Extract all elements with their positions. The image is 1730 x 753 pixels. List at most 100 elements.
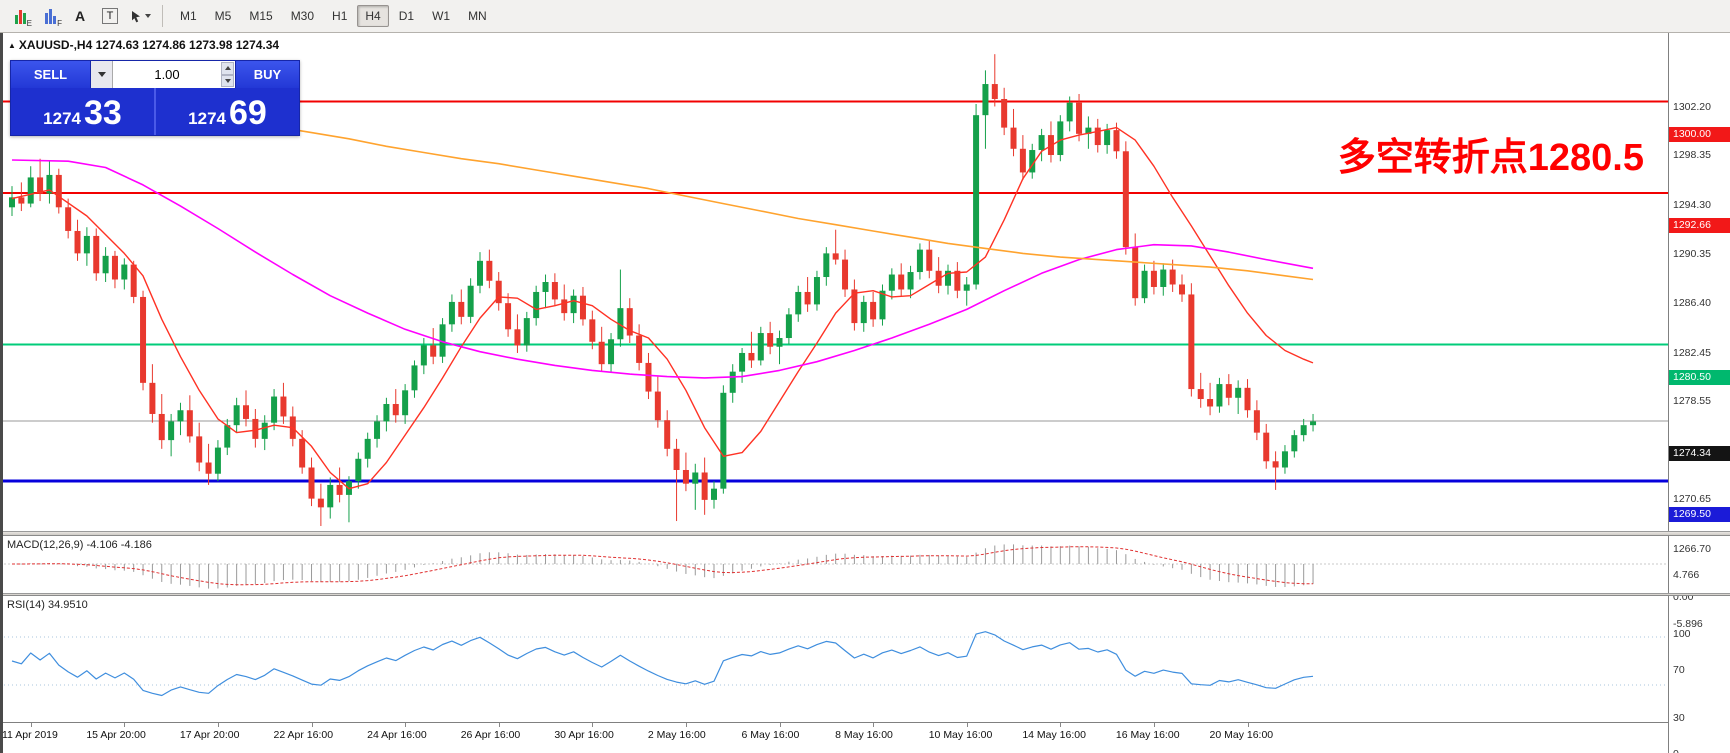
time-label: 30 Apr 16:00 bbox=[554, 729, 614, 741]
axis-tick-label: 1298.35 bbox=[1673, 148, 1711, 161]
time-label: 11 Apr 2019 bbox=[2, 729, 58, 741]
axis-tick-label: 1286.40 bbox=[1673, 297, 1711, 310]
price-level-badge: 1292.66 bbox=[1669, 218, 1730, 234]
axis-tick-label: 30 bbox=[1673, 711, 1685, 724]
time-label: 17 Apr 20:00 bbox=[179, 729, 240, 741]
time-label: 10 May 16:00 bbox=[928, 729, 993, 741]
timeframe-h4-button[interactable]: H4 bbox=[357, 5, 389, 27]
time-tick bbox=[405, 723, 407, 727]
candles-glyph bbox=[14, 9, 26, 24]
timeframe-h1-button[interactable]: H1 bbox=[332, 9, 348, 23]
time-tick bbox=[498, 723, 500, 727]
text-tool-icon[interactable]: A bbox=[74, 8, 86, 24]
symbol-ohlc-text: XAUUSD-,H4 1274.63 1274.86 1273.98 1274.… bbox=[18, 38, 280, 52]
sell-price-main: 1274 bbox=[43, 109, 81, 128]
time-tick bbox=[966, 723, 968, 727]
volume-increase-button[interactable] bbox=[221, 62, 234, 75]
buy-price-pips: 69 bbox=[229, 94, 267, 132]
time-tick bbox=[1247, 723, 1249, 727]
price-axis[interactable]: 1302.20 1298.35 1294.30 1290.35 1286.40 1282.… bbox=[1668, 33, 1730, 753]
sell-price[interactable]: 1274 33 bbox=[11, 88, 154, 135]
timeframe-m5-button[interactable]: M5 bbox=[214, 9, 232, 23]
timeframe-d1-button[interactable]: D1 bbox=[398, 9, 415, 23]
time-label: 26 Apr 16:00 bbox=[460, 729, 521, 741]
one-click-trading-panel: SELL BUY 1274 33 1274 69 bbox=[10, 60, 300, 136]
volume-decrease-button[interactable] bbox=[221, 74, 234, 87]
time-label: 15 Apr 20:00 bbox=[86, 729, 146, 741]
cursor-tool-icon[interactable] bbox=[126, 3, 154, 29]
time-tick bbox=[1060, 723, 1062, 727]
axis-tick-label: 100 bbox=[1673, 627, 1691, 640]
volume-input[interactable] bbox=[113, 61, 235, 88]
axis-tick-label: 1270.65 bbox=[1673, 493, 1711, 506]
bars-glyph bbox=[44, 8, 56, 24]
symbol-marker-icon: ▲ bbox=[8, 41, 16, 51]
timeframe-mn-button[interactable]: MN bbox=[468, 9, 487, 23]
time-tick bbox=[779, 723, 781, 727]
time-tick bbox=[311, 723, 313, 727]
rsi-indicator-label: RSI(14) 34.9510 bbox=[7, 599, 88, 611]
rsi-panel-splitter[interactable] bbox=[0, 593, 1730, 596]
price-level-badge: 1269.50 bbox=[1669, 506, 1730, 522]
volume-field bbox=[113, 61, 235, 88]
icon-sub-letter: E bbox=[26, 19, 32, 28]
time-label: 16 May 16:00 bbox=[1115, 729, 1180, 741]
timeframe-group: M1 M5 M15 M30 H1 H4 D1 W1 MN bbox=[171, 5, 496, 27]
time-tick bbox=[124, 723, 126, 727]
time-tick bbox=[592, 723, 594, 727]
time-label: 22 Apr 16:00 bbox=[273, 729, 334, 741]
buy-price-main: 1274 bbox=[188, 109, 226, 128]
label-tool-icon[interactable]: T bbox=[96, 3, 124, 29]
sell-price-pips: 33 bbox=[84, 94, 122, 132]
time-label: 6 May 16:00 bbox=[741, 729, 800, 741]
timeframe-m1-button[interactable]: M1 bbox=[180, 9, 197, 23]
time-label: 14 May 16:00 bbox=[1022, 729, 1086, 741]
time-tick bbox=[217, 723, 219, 727]
chart-annotation: 多空转折点1280.5 bbox=[1337, 137, 1644, 179]
macd-panel-splitter[interactable] bbox=[0, 531, 1730, 536]
axis-tick-label: 1294.30 bbox=[1673, 198, 1711, 211]
macd-indicator-label: MACD(12,26,9) -4.106 -4.186 bbox=[7, 539, 152, 551]
time-tick bbox=[685, 723, 687, 727]
axis-tick-label: 0 bbox=[1669, 747, 1730, 753]
window-left-border bbox=[0, 33, 3, 753]
time-label: 2 May 16:00 bbox=[647, 729, 706, 741]
timeframe-m30-button[interactable]: M30 bbox=[290, 9, 315, 23]
chevron-down-icon bbox=[144, 14, 151, 18]
time-tick bbox=[30, 723, 32, 727]
time-label: 24 Apr 16:00 bbox=[367, 729, 427, 741]
trade-panel-prices: 1274 33 1274 69 bbox=[11, 88, 299, 135]
toolbar: E F A T M1 M5 M15 M30 H1 H4 D1 W1 MN bbox=[0, 0, 1730, 33]
toolbar-icons-group: E F A T bbox=[6, 3, 154, 29]
cursor-icon bbox=[130, 10, 142, 23]
buy-button[interactable]: BUY bbox=[235, 61, 299, 88]
icon-sub-letter: F bbox=[57, 19, 62, 28]
chevron-down-icon bbox=[97, 72, 106, 77]
volume-spinner bbox=[221, 62, 234, 87]
axis-tick-label: 4.766 bbox=[1673, 568, 1700, 581]
axis-tick-label: 1278.55 bbox=[1673, 395, 1711, 407]
candlestick-chart-icon[interactable]: E bbox=[6, 3, 34, 29]
axis-tick-label: 1290.35 bbox=[1673, 248, 1711, 261]
time-axis[interactable]: 11 Apr 2019 15 Apr 20:00 17 Apr 20:00 22 Ap… bbox=[0, 722, 1668, 753]
axis-tick-label: 1302.20 bbox=[1673, 100, 1711, 113]
buy-price[interactable]: 1274 69 bbox=[154, 88, 299, 135]
axis-tick-label: 70 bbox=[1673, 663, 1685, 676]
axis-tick-label: 1266.70 bbox=[1673, 542, 1711, 555]
bar-chart-icon[interactable]: F bbox=[36, 3, 64, 29]
price-level-badge: 1300.00 bbox=[1669, 127, 1730, 142]
price-level-badge: 1274.34 bbox=[1669, 446, 1730, 462]
chart-title: ▲ XAUUSD-,H4 1274.63 1274.86 1273.98 1274… bbox=[8, 38, 279, 52]
time-label: 20 May 16:00 bbox=[1209, 729, 1274, 741]
volume-dropdown-button[interactable] bbox=[91, 61, 113, 88]
axis-tick-label: 0.00 bbox=[1673, 590, 1694, 603]
timeframe-m15-button[interactable]: M15 bbox=[249, 9, 273, 23]
timeframe-w1-button[interactable]: W1 bbox=[432, 9, 451, 23]
axis-tick-label: -5.896 bbox=[1673, 617, 1703, 630]
time-label: 8 May 16:00 bbox=[835, 729, 893, 741]
time-tick bbox=[1153, 723, 1155, 727]
sell-button[interactable]: SELL bbox=[11, 61, 91, 88]
price-level-badge: 1280.50 bbox=[1669, 369, 1730, 385]
